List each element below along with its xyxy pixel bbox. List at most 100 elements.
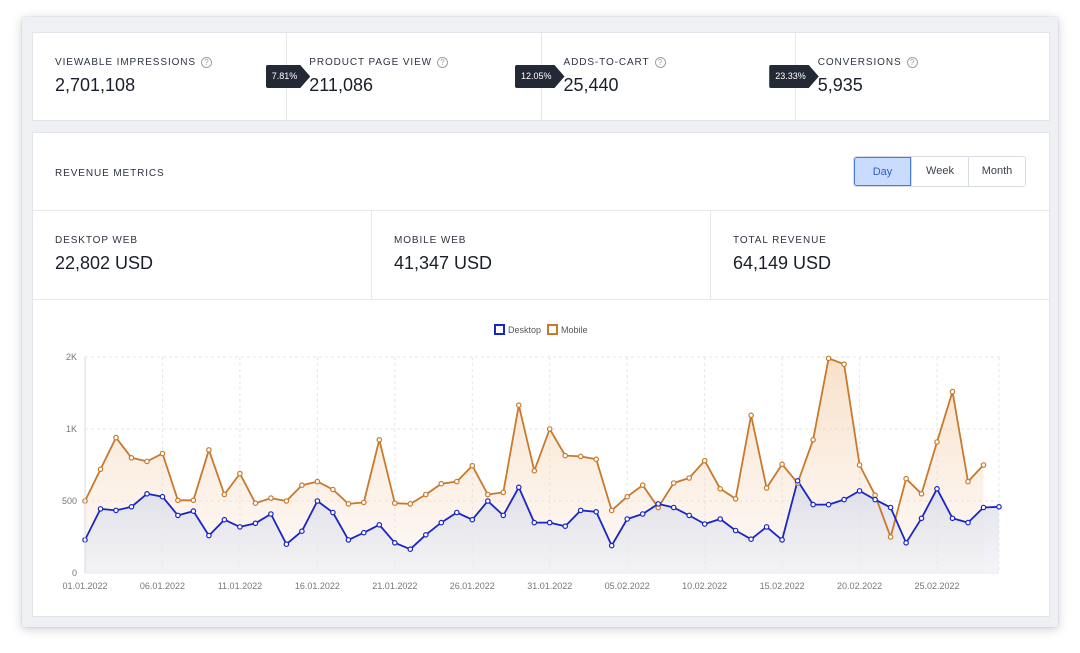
data-point-mobile[interactable]	[453, 478, 460, 485]
data-point-mobile[interactable]	[469, 462, 476, 469]
data-point-mobile[interactable]	[546, 426, 553, 432]
data-point-mobile[interactable]	[128, 455, 135, 461]
data-point-mobile[interactable]	[97, 466, 104, 473]
data-point-desktop[interactable]	[593, 509, 600, 515]
data-point-mobile[interactable]	[113, 434, 119, 441]
data-point-desktop[interactable]	[128, 504, 135, 510]
period-day-button[interactable]: Day	[854, 157, 911, 186]
data-point-mobile[interactable]	[856, 462, 863, 468]
data-point-mobile[interactable]	[515, 402, 522, 409]
data-point-mobile[interactable]	[422, 491, 429, 498]
data-point-desktop[interactable]	[500, 512, 507, 519]
data-point-mobile[interactable]	[345, 501, 352, 507]
data-point-mobile[interactable]	[562, 452, 569, 459]
data-point-mobile[interactable]	[175, 497, 181, 504]
data-point-mobile[interactable]	[624, 493, 631, 500]
help-icon[interactable]: ?	[654, 57, 666, 68]
data-point-mobile[interactable]	[918, 491, 925, 497]
legend-desktop-swatch[interactable]	[494, 324, 505, 335]
data-point-desktop[interactable]	[748, 536, 754, 543]
data-point-desktop[interactable]	[841, 496, 847, 503]
data-point-mobile[interactable]	[639, 482, 646, 489]
data-point-desktop[interactable]	[299, 528, 305, 535]
data-point-mobile[interactable]	[903, 475, 909, 482]
data-point-desktop[interactable]	[159, 493, 166, 500]
data-point-desktop[interactable]	[484, 498, 491, 504]
data-point-mobile[interactable]	[299, 482, 305, 489]
period-month-button[interactable]: Month	[968, 157, 1025, 186]
data-point-desktop[interactable]	[190, 508, 197, 514]
data-point-mobile[interactable]	[391, 500, 398, 507]
data-point-desktop[interactable]	[283, 541, 290, 548]
data-point-desktop[interactable]	[453, 509, 460, 516]
data-point-desktop[interactable]	[144, 491, 150, 497]
data-point-mobile[interactable]	[484, 491, 491, 498]
data-point-desktop[interactable]	[670, 504, 677, 511]
data-point-mobile[interactable]	[841, 361, 847, 367]
data-point-desktop[interactable]	[794, 478, 801, 484]
data-point-desktop[interactable]	[345, 537, 352, 543]
data-point-mobile[interactable]	[237, 470, 243, 477]
data-point-mobile[interactable]	[252, 500, 259, 507]
data-point-mobile[interactable]	[190, 497, 197, 504]
data-point-mobile[interactable]	[407, 501, 414, 507]
data-point-mobile[interactable]	[268, 495, 274, 501]
data-point-mobile[interactable]	[159, 450, 166, 457]
data-point-mobile[interactable]	[732, 496, 739, 502]
data-point-mobile[interactable]	[934, 439, 940, 445]
data-point-desktop[interactable]	[639, 511, 646, 517]
data-point-mobile[interactable]	[577, 453, 584, 460]
data-point-mobile[interactable]	[438, 480, 445, 487]
data-point-desktop[interactable]	[376, 522, 383, 528]
data-point-desktop[interactable]	[856, 488, 863, 494]
data-point-mobile[interactable]	[314, 478, 321, 485]
data-point-mobile[interactable]	[949, 388, 956, 395]
data-point-desktop[interactable]	[965, 519, 971, 526]
data-point-mobile[interactable]	[376, 437, 383, 443]
data-point-mobile[interactable]	[887, 534, 894, 540]
data-point-desktop[interactable]	[996, 504, 1002, 510]
data-point-desktop[interactable]	[515, 484, 522, 491]
data-point-desktop[interactable]	[655, 501, 662, 507]
data-point-mobile[interactable]	[686, 475, 693, 481]
data-point-mobile[interactable]	[360, 499, 367, 506]
data-point-desktop[interactable]	[237, 524, 243, 530]
data-point-desktop[interactable]	[113, 507, 119, 514]
data-point-mobile[interactable]	[763, 485, 770, 491]
data-point-desktop[interactable]	[577, 507, 584, 514]
data-point-desktop[interactable]	[97, 506, 104, 512]
legend-mobile-swatch[interactable]	[547, 324, 558, 335]
data-point-desktop[interactable]	[268, 511, 274, 517]
data-point-desktop[interactable]	[360, 529, 367, 536]
data-point-mobile[interactable]	[701, 457, 708, 464]
help-icon[interactable]: ?	[201, 57, 212, 68]
data-point-desktop[interactable]	[717, 516, 724, 522]
data-point-mobile[interactable]	[980, 462, 987, 468]
data-point-mobile[interactable]	[283, 498, 290, 504]
data-point-mobile[interactable]	[593, 456, 600, 463]
data-point-desktop[interactable]	[732, 527, 739, 534]
legend-desktop-label[interactable]: Desktop	[508, 325, 541, 335]
data-point-desktop[interactable]	[608, 542, 615, 549]
data-point-desktop[interactable]	[422, 532, 429, 538]
help-icon[interactable]: ?	[436, 57, 448, 68]
data-point-mobile[interactable]	[500, 489, 507, 496]
data-point-desktop[interactable]	[949, 515, 956, 522]
data-point-mobile[interactable]	[531, 468, 538, 474]
data-point-desktop[interactable]	[314, 498, 321, 504]
data-point-desktop[interactable]	[407, 546, 414, 553]
data-point-mobile[interactable]	[748, 412, 754, 419]
data-point-desktop[interactable]	[391, 540, 398, 546]
data-point-mobile[interactable]	[144, 458, 150, 465]
data-point-desktop[interactable]	[903, 540, 909, 546]
data-point-desktop[interactable]	[779, 537, 785, 543]
data-point-desktop[interactable]	[810, 501, 816, 508]
data-point-mobile[interactable]	[810, 437, 816, 443]
data-point-desktop[interactable]	[252, 520, 259, 527]
data-point-mobile[interactable]	[221, 491, 228, 498]
data-point-mobile[interactable]	[717, 486, 724, 492]
data-point-mobile[interactable]	[330, 486, 336, 493]
data-point-desktop[interactable]	[887, 504, 894, 511]
data-point-desktop[interactable]	[763, 524, 770, 530]
data-point-desktop[interactable]	[934, 486, 940, 492]
